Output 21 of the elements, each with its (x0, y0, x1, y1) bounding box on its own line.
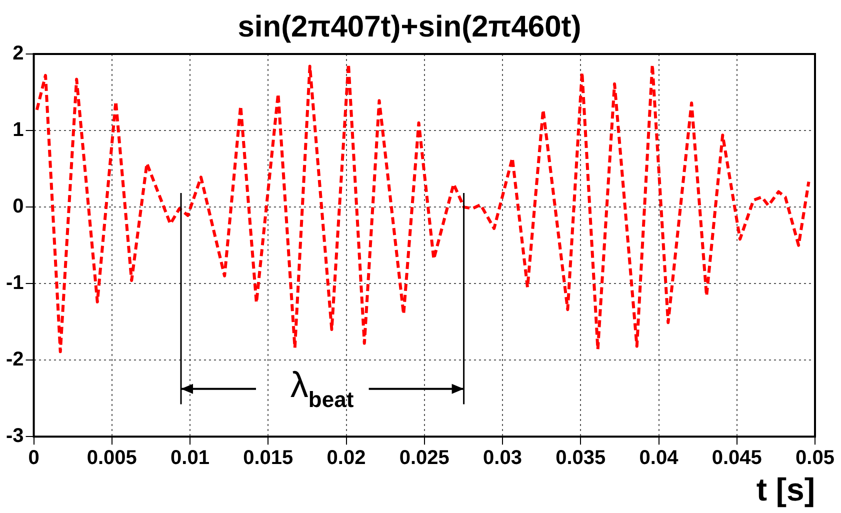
y-tick-label: -2 (6, 348, 24, 371)
x-tick-label: 0.01 (170, 447, 210, 470)
x-tick-label: 0.03 (483, 447, 522, 470)
x-tick-label: 0.015 (243, 447, 294, 470)
y-tick-label: 1 (12, 119, 24, 142)
chart-title: sin(2π407t)+sin(2π460t) (238, 10, 582, 44)
y-tick-label: -1 (6, 272, 24, 294)
x-tick-label: 0.05 (796, 447, 834, 470)
y-tick-label: -3 (6, 425, 24, 448)
x-tick-label: 0.035 (556, 447, 606, 470)
x-tick-label: 0.045 (712, 447, 762, 470)
annotation: λ$_{beat}$ (290, 364, 354, 412)
y-tick-label: 0 (12, 196, 24, 218)
x-tick-label: 0.04 (639, 447, 680, 470)
y-tick-label: 2 (12, 42, 24, 65)
line-series (35, 62, 810, 354)
x-tick-label: 0.005 (86, 447, 137, 470)
x-tick-label: 0 (28, 447, 40, 470)
x-tick-label: 0.02 (326, 447, 366, 470)
x-tick-label: 0.025 (399, 447, 450, 470)
x-axis-title: t [s] (756, 472, 815, 508)
